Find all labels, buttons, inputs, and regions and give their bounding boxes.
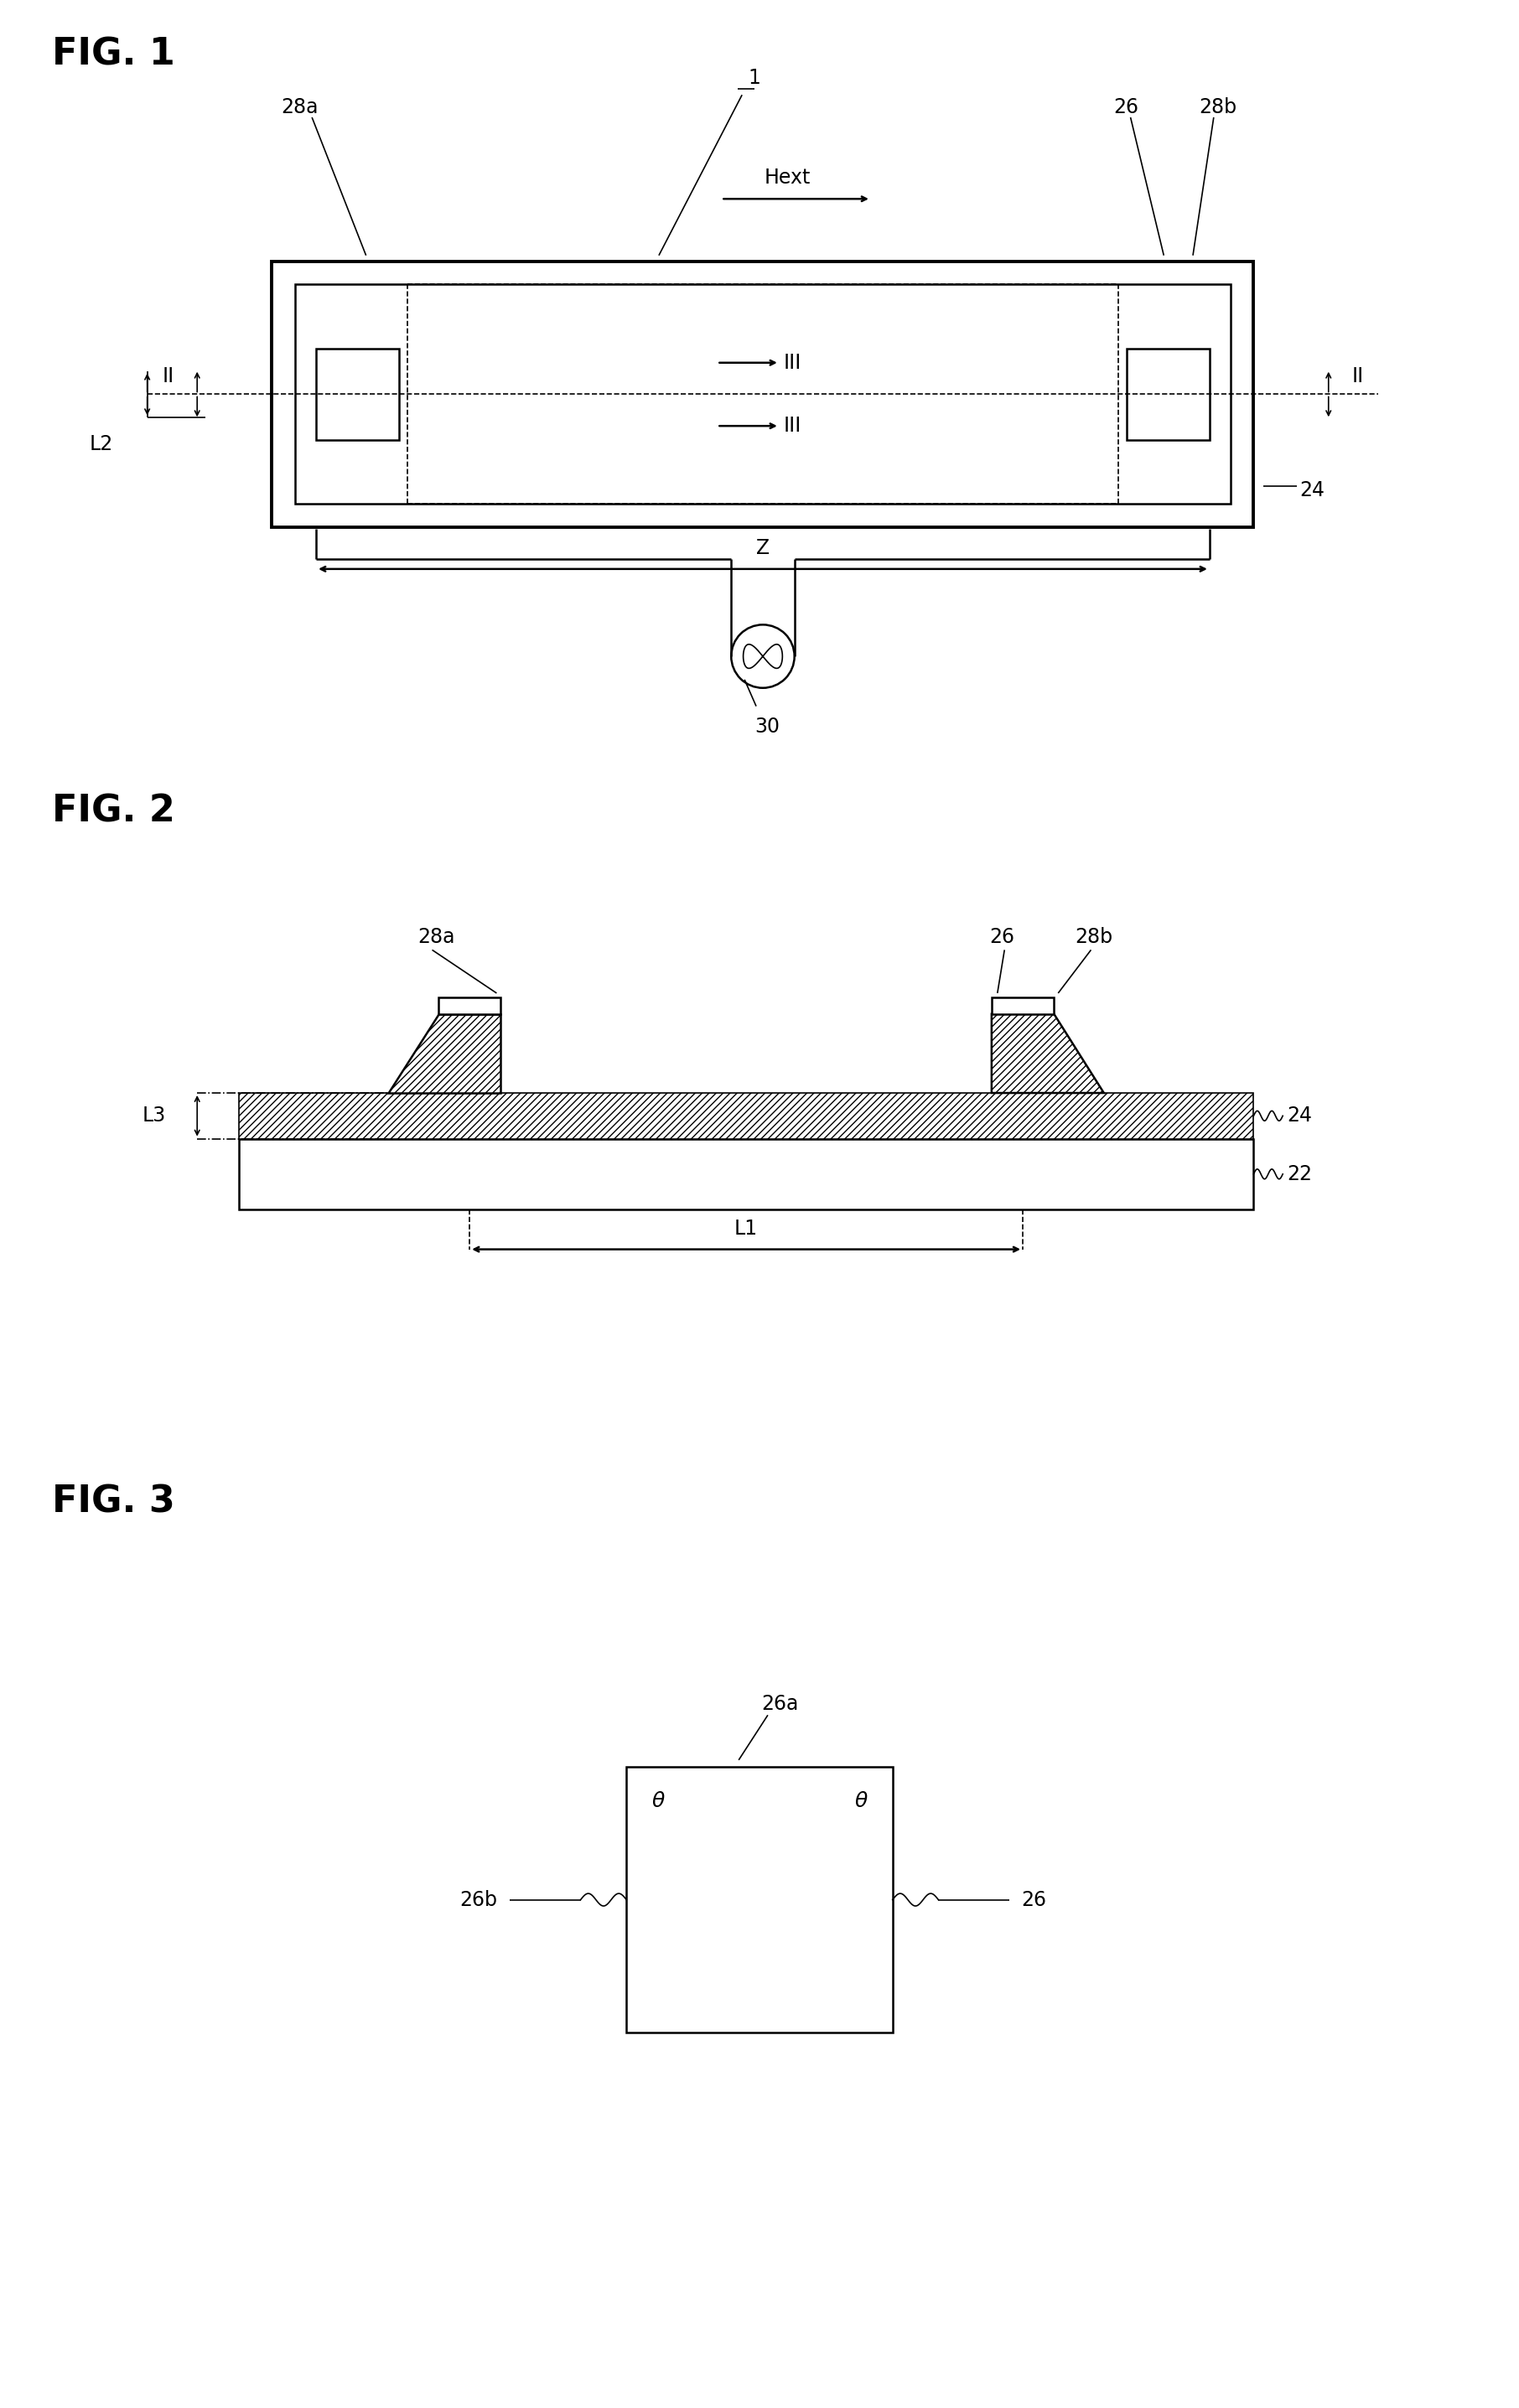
Bar	[238, 1139, 1253, 1209]
Text: 26: 26	[989, 927, 1015, 946]
Text: 28a: 28a	[418, 927, 456, 946]
Text: FIG. 2: FIG. 2	[52, 795, 175, 831]
Bar	[295, 284, 1230, 503]
Text: L3: L3	[141, 1105, 166, 1127]
Bar	[1127, 349, 1209, 441]
Text: 24: 24	[1287, 1105, 1312, 1127]
Text: II: II	[1352, 366, 1364, 385]
Text: III: III	[784, 417, 802, 436]
Bar	[992, 997, 1054, 1014]
Text: L2: L2	[90, 433, 114, 455]
Text: 28a: 28a	[281, 96, 317, 118]
Text: 30: 30	[755, 718, 779, 737]
Text: 26b: 26b	[460, 1890, 497, 1910]
Text: 28b: 28b	[1074, 927, 1112, 946]
Bar	[439, 997, 501, 1014]
Text: FIG. 1: FIG. 1	[52, 36, 175, 72]
Text: $\theta$: $\theta$	[652, 1792, 665, 1811]
Polygon shape	[992, 1014, 1104, 1093]
Text: 1: 1	[749, 67, 761, 89]
Text: 22: 22	[1287, 1163, 1312, 1185]
Text: 26: 26	[1022, 1890, 1047, 1910]
Text: 28b: 28b	[1198, 96, 1236, 118]
Text: III: III	[784, 352, 802, 373]
Bar	[626, 1767, 893, 2032]
Text: $\theta$: $\theta$	[854, 1792, 867, 1811]
Text: 26: 26	[1113, 96, 1139, 118]
Polygon shape	[389, 1014, 501, 1093]
Bar	[272, 260, 1253, 527]
Text: L1: L1	[734, 1218, 758, 1238]
Text: FIG. 3: FIG. 3	[52, 1483, 175, 1519]
Bar	[316, 349, 399, 441]
Text: 24: 24	[1299, 479, 1325, 501]
Text: Hext: Hext	[764, 169, 811, 188]
Bar	[238, 1093, 1253, 1139]
Text: Z: Z	[756, 537, 770, 559]
Text: II: II	[163, 366, 175, 385]
Text: 26a: 26a	[761, 1695, 799, 1714]
